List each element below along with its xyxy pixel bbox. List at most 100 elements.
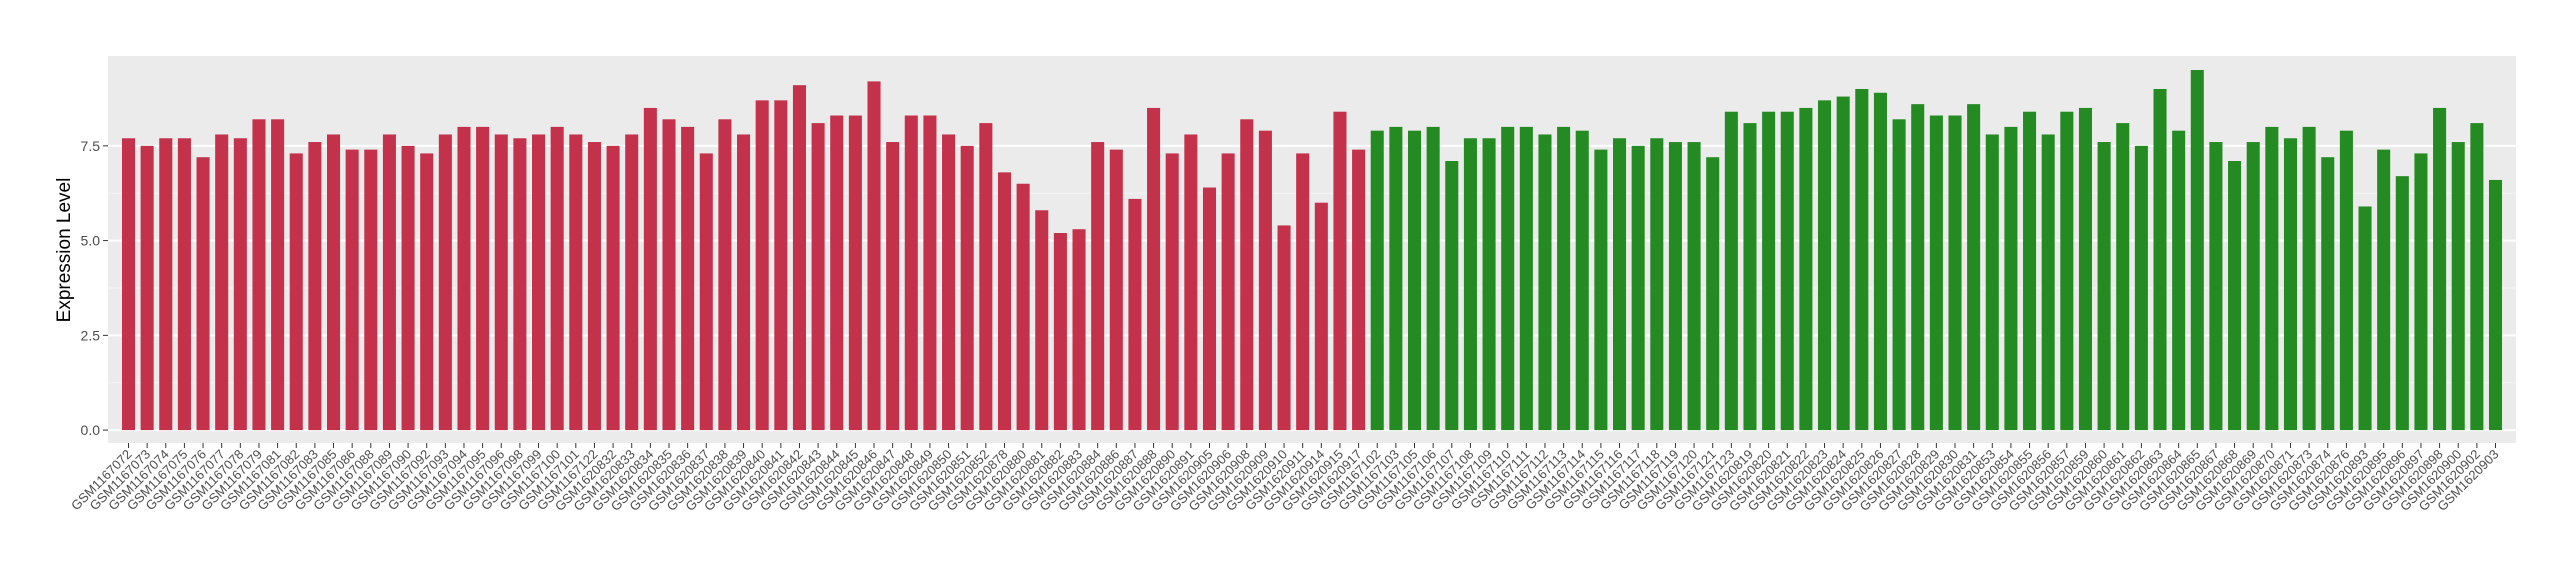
bar — [2190, 70, 2204, 431]
bar — [513, 138, 527, 431]
bar — [923, 115, 937, 431]
bar — [2078, 107, 2092, 431]
bar — [1668, 142, 1682, 431]
bar — [1202, 187, 1217, 431]
bar — [2414, 153, 2428, 431]
bar — [699, 153, 713, 431]
bar — [2358, 206, 2372, 431]
bar — [252, 119, 266, 431]
bar — [1221, 153, 1235, 431]
y-axis-title: Expression Level — [54, 178, 75, 323]
bar — [2209, 142, 2223, 431]
bar — [737, 134, 751, 431]
bar — [420, 153, 434, 431]
bar — [233, 138, 247, 431]
bar — [1463, 138, 1477, 431]
bar — [2228, 160, 2242, 431]
bar — [1967, 104, 1981, 431]
bar — [569, 134, 583, 431]
bar — [1426, 126, 1440, 431]
bar — [1053, 233, 1067, 431]
bar — [1333, 111, 1347, 431]
bar — [1706, 157, 1720, 431]
bar — [1557, 126, 1571, 431]
bar — [997, 172, 1011, 431]
bar — [625, 134, 639, 431]
y-tick-label: 5.0 — [81, 233, 101, 249]
bar — [643, 107, 657, 431]
bar — [904, 115, 918, 431]
bar — [1724, 111, 1738, 431]
bar — [1538, 134, 1552, 431]
bar — [662, 119, 676, 431]
y-tick-label: 2.5 — [81, 327, 101, 343]
bar — [2097, 142, 2111, 431]
bar — [755, 100, 769, 431]
bar — [159, 138, 173, 431]
bar — [1836, 96, 1850, 431]
bar — [1631, 145, 1645, 431]
bar — [2395, 176, 2409, 431]
bar — [830, 115, 844, 431]
bar — [457, 126, 471, 431]
bar — [438, 134, 452, 431]
bar — [196, 157, 210, 431]
bar — [308, 142, 322, 431]
bar — [2116, 123, 2130, 431]
bar — [345, 149, 359, 431]
bar — [2321, 157, 2335, 431]
bar — [1519, 126, 1533, 431]
bar — [1501, 126, 1515, 431]
bar — [2172, 130, 2186, 431]
bar — [401, 145, 415, 431]
bar — [2134, 145, 2148, 431]
bar — [718, 119, 732, 431]
bar — [2246, 142, 2260, 431]
bar — [550, 126, 564, 431]
bar — [2470, 123, 2484, 431]
bar — [2433, 107, 2447, 431]
bar — [1072, 229, 1086, 431]
bar — [1687, 142, 1701, 431]
y-tick-label: 7.5 — [81, 138, 101, 154]
bar — [2339, 130, 2353, 431]
bar — [1016, 183, 1030, 431]
bar — [1855, 88, 1869, 431]
bar — [1985, 134, 1999, 431]
bar — [1314, 202, 1328, 431]
bar — [140, 145, 154, 431]
bar — [1407, 130, 1422, 431]
bar — [532, 134, 546, 431]
bar — [2153, 88, 2167, 431]
bar — [681, 126, 695, 431]
bar — [1594, 149, 1608, 431]
bar — [2023, 111, 2037, 431]
bar — [587, 142, 601, 431]
bar — [1091, 142, 1105, 431]
bar — [1277, 225, 1291, 431]
bar — [1035, 210, 1049, 431]
bar — [867, 81, 881, 431]
bar — [1780, 111, 1794, 431]
bar — [2283, 138, 2298, 431]
bar — [1799, 107, 1813, 431]
bar — [2060, 111, 2074, 431]
bar — [1165, 153, 1179, 431]
bar — [326, 134, 341, 431]
bar — [1650, 138, 1664, 431]
bar — [1948, 115, 1962, 431]
bar — [364, 149, 378, 431]
bar — [215, 134, 229, 431]
bar — [2041, 134, 2055, 431]
bar — [271, 119, 285, 431]
bar — [1128, 198, 1142, 431]
bar — [121, 138, 136, 431]
bar — [1184, 134, 1198, 431]
bar — [2302, 126, 2316, 431]
bar — [289, 153, 303, 431]
bar — [811, 123, 825, 431]
bar — [774, 100, 788, 431]
bar — [476, 126, 490, 431]
bar — [1575, 130, 1589, 431]
